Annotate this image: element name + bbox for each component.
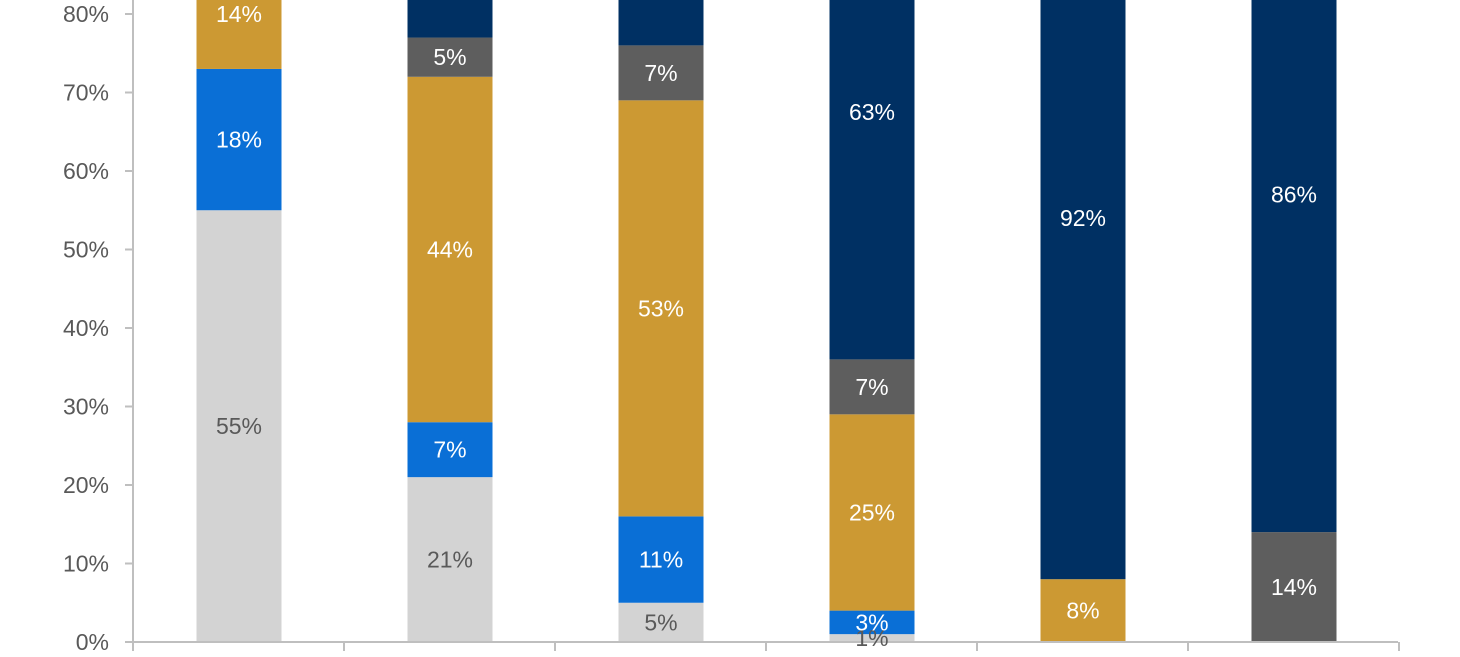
bar-segment-6-4 xyxy=(1251,532,1337,642)
bar-segment-4-2 xyxy=(829,610,915,635)
bar-segment-1-1 xyxy=(196,210,282,642)
bar-segment-1-3 xyxy=(196,0,282,69)
bar-label-2-4: 5% xyxy=(433,44,466,70)
bar-label-6-4: 14% xyxy=(1271,574,1317,600)
bar-label-1-3: 14% xyxy=(216,1,262,27)
bar-label-3-4: 7% xyxy=(644,60,677,86)
bar-label-3-1: 5% xyxy=(644,609,677,635)
bar-segment-1-2 xyxy=(196,68,282,211)
bar-label-1-1: 55% xyxy=(216,413,262,439)
y-tick-label-2: 20% xyxy=(63,472,109,498)
axes-group: 0% 10% 20% 30% 40% 50% 60% 70% 80% xyxy=(63,0,1400,655)
bar-segment-2-1 xyxy=(407,477,493,642)
bar-segment-5-5 xyxy=(1040,0,1126,580)
bar-segment-4-4 xyxy=(829,359,915,415)
bar-label-2-1: 21% xyxy=(427,547,473,573)
y-tick-label-3: 30% xyxy=(63,394,109,420)
bar-segment-6-5 xyxy=(1251,0,1337,533)
bar-label-3-3: 53% xyxy=(638,295,684,321)
bar-label-2-3: 44% xyxy=(427,237,473,263)
y-tick-label-8: 80% xyxy=(63,1,109,27)
bar-segment-2-3 xyxy=(407,76,493,423)
bar-segment-3-4 xyxy=(618,45,704,101)
bar-label-6-5: 86% xyxy=(1271,182,1317,208)
bar-label-4-2: 3% xyxy=(855,609,888,635)
bar-label-1-2: 18% xyxy=(216,127,262,153)
bar-label-4-3: 25% xyxy=(849,499,895,525)
bar-segment-2-5 xyxy=(407,0,493,38)
bar-label-3-2: 11% xyxy=(639,547,683,573)
bar-label-4-4: 7% xyxy=(855,374,888,400)
y-tick-label-6: 60% xyxy=(63,158,109,184)
y-tick-label-4: 40% xyxy=(63,315,109,341)
bar-segment-3-3 xyxy=(618,100,704,517)
bar-label-5-3: 8% xyxy=(1066,598,1099,624)
bar-label-5-5: 92% xyxy=(1060,205,1106,231)
bar-segment-4-5 xyxy=(829,0,915,360)
bar-label-4-5: 63% xyxy=(849,99,895,125)
y-tick-label-7: 70% xyxy=(63,80,109,106)
bar-segment-3-1 xyxy=(618,602,704,642)
labels-group: 55% 18% 14% 21% 7% 44% 5% 5% 11% 53% 7% 1%3% 25% 7% 63… xyxy=(216,1,1317,651)
bar-label-2-2: 7% xyxy=(433,437,466,463)
bar-label-4-1: 1% xyxy=(855,625,888,651)
bar-segment-5-3 xyxy=(1040,579,1126,642)
bar-segment-2-2 xyxy=(407,422,493,478)
y-tick-label-1: 10% xyxy=(63,551,109,577)
y-tick-label-0: 0% xyxy=(76,629,109,655)
bar-segment-4-1 xyxy=(829,634,915,642)
bar-segment-2-4 xyxy=(407,37,493,77)
bar-segment-3-5 xyxy=(618,0,704,46)
y-tick-label-5: 50% xyxy=(63,237,109,263)
bar-segment-4-3 xyxy=(829,414,915,611)
bar-segment-3-2 xyxy=(618,516,704,603)
bars-group xyxy=(196,0,1337,642)
